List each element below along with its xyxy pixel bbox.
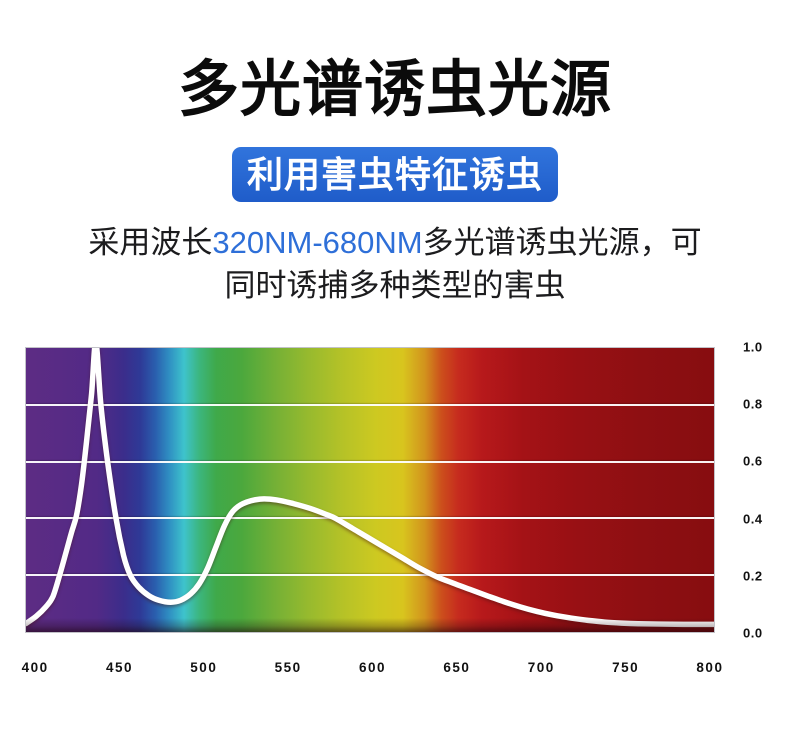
x-axis-tick-label: 550 (274, 660, 302, 675)
gridline (26, 460, 714, 463)
x-axis-tick-label: 450 (105, 660, 133, 675)
page-title: 多光谱诱虫光源 (177, 55, 612, 123)
x-axis-tick-label: 500 (190, 660, 218, 675)
gridline (26, 574, 714, 577)
y-axis-tick-label: 0.2 (743, 568, 763, 584)
description-prefix: 采用波长 (88, 225, 213, 260)
y-axis-tick-label: 0.8 (743, 396, 763, 412)
description-line2: 同时诱捕多种类型的害虫 (224, 268, 566, 303)
feature-badge: 利用害虫特征诱虫 (231, 147, 559, 202)
description-highlight: 320NM-680NM (212, 225, 423, 260)
x-axis-tick-label: 750 (612, 660, 640, 675)
y-axis: 1.0 0.8 0.6 0.4 0.2 0.0 (743, 340, 788, 641)
x-axis-tick-label: 800 (696, 660, 724, 675)
x-axis: 400 450 500 550 600 650 700 750 800 (21, 660, 722, 678)
description-text: 采用波长320NM-680NM多光谱诱虫光源，可 同时诱捕多种类型的害虫 (0, 221, 790, 307)
gridline (26, 517, 714, 520)
y-axis-tick-label: 0.6 (743, 453, 763, 469)
x-axis-tick-label: 700 (527, 660, 555, 675)
y-axis-tick-label: 1.0 (743, 339, 763, 355)
plot-area (25, 347, 715, 633)
x-axis-tick-label: 600 (359, 660, 387, 675)
curve-svg (26, 348, 714, 628)
description-line1-suffix: 多光谱诱虫光源，可 (422, 225, 702, 260)
gridlines (26, 348, 714, 632)
response-curve (26, 348, 714, 628)
y-axis-tick-label: 0.0 (743, 625, 763, 641)
gridline (26, 403, 714, 406)
x-axis-tick-label: 400 (21, 660, 49, 675)
x-axis-tick-label: 650 (443, 660, 471, 675)
y-axis-tick-label: 0.4 (743, 511, 763, 527)
